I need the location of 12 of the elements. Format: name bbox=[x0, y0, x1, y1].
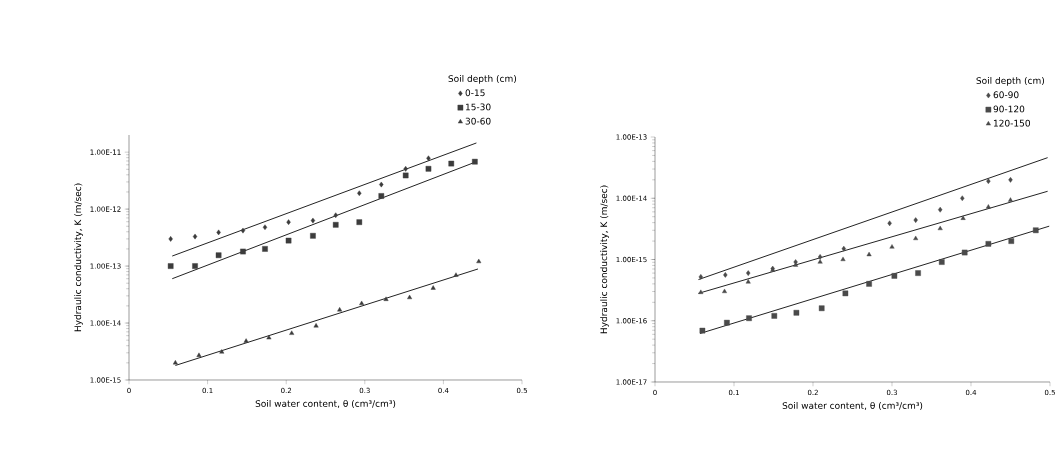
y-axis-title: Hydraulic conductivity, K (m/sec) bbox=[74, 183, 83, 332]
x-axis-title: Soil water content, θ (cm³/cm³) bbox=[782, 401, 923, 411]
legend-label: 60-90 bbox=[993, 91, 1019, 99]
legend-label: 90-120 bbox=[993, 105, 1025, 113]
legend-title: Soil depth (cm) bbox=[976, 77, 1045, 86]
legend-label: 30-60 bbox=[465, 117, 491, 125]
y-axis-title: Hydraulic conductivity, K (m/sec) bbox=[600, 185, 609, 334]
legend-label: 0-15 bbox=[465, 89, 485, 97]
legend-label: 15-30 bbox=[465, 103, 491, 111]
x-axis-title: Soil water content, θ (cm³/cm³) bbox=[255, 399, 396, 409]
legend-title: Soil depth (cm) bbox=[448, 75, 517, 84]
legend-label: 120-150 bbox=[993, 119, 1030, 127]
